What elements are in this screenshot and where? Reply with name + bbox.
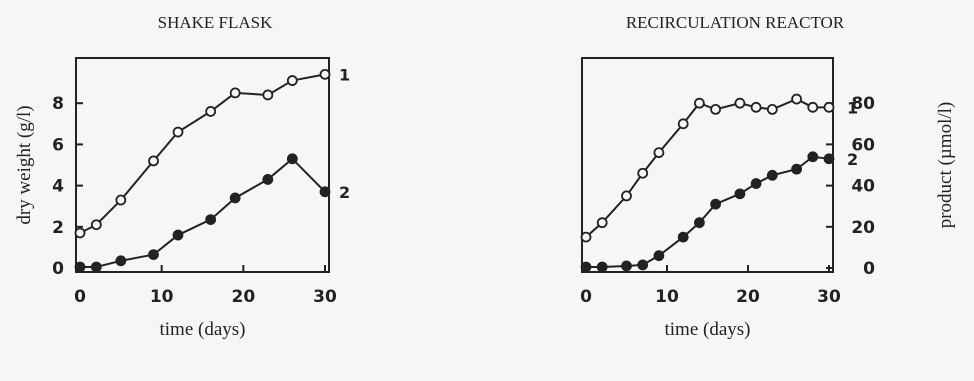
series-1-point (621, 190, 632, 202)
series-1-point (172, 126, 184, 138)
series-1-point (766, 103, 778, 115)
series-2-point (621, 260, 632, 272)
x-tick-label: 0 (580, 287, 592, 307)
series-1-point (148, 155, 159, 167)
series-2-point (694, 217, 705, 229)
x-axis-label: time (days) (159, 319, 245, 340)
x-tick-label: 20 (736, 287, 760, 307)
x-tick-label: 10 (655, 287, 679, 307)
series-2-point (115, 255, 127, 267)
series-1-point (90, 219, 102, 231)
series-2-point (262, 174, 274, 185)
series-1-point (319, 68, 331, 80)
series-2-point (148, 249, 159, 261)
y-tick-label: 4 (52, 177, 64, 197)
series-2-point (74, 261, 86, 273)
series-1-point (115, 194, 127, 206)
y-axis-label: product (µmol/l) (935, 102, 956, 229)
series-1-point (653, 147, 665, 159)
y-tick-label: 20 (851, 218, 875, 238)
y-tick-label: 60 (851, 135, 875, 155)
series-2-point (90, 261, 102, 273)
series-label: 1 (847, 98, 858, 117)
series-1-point (807, 101, 819, 113)
y-axis-label: dry weight (g/l) (14, 105, 35, 224)
x-tick-label: 20 (231, 287, 255, 307)
series-2-point (637, 259, 649, 271)
series-1-point (710, 103, 721, 115)
y-tick-label: 80 (851, 94, 875, 114)
series-2-point (319, 186, 331, 198)
chart-title: SHAKE FLASK (158, 13, 273, 32)
y-tick-label: 40 (851, 177, 875, 197)
series-2-point (229, 192, 241, 204)
series-2-point (791, 163, 802, 175)
y-tick-label: 0 (52, 259, 64, 279)
series-1-point (580, 231, 592, 243)
series-1-point (205, 106, 217, 117)
y-tick-label: 6 (52, 135, 64, 155)
plot-frame (581, 57, 834, 273)
series-1-point (694, 97, 705, 109)
y-tick-label: 0 (863, 259, 875, 279)
series-1-point (750, 101, 762, 113)
series-2-line (80, 157, 326, 268)
series-2-point (734, 188, 746, 200)
chart-panel-1: SHAKE FLASK 0 10 20 30 time (days) 0 2 4 6 8 dry we… (14, 13, 350, 340)
y-tick-label: 8 (52, 94, 64, 114)
x-axis-label: time (days) (664, 319, 750, 340)
x-tick-label: 10 (150, 287, 174, 307)
series-2-point (172, 229, 184, 241)
series-label: 1 (339, 65, 350, 84)
series-2-point (205, 214, 217, 225)
series-2-point (807, 151, 819, 163)
chart-panel-2: RECIRCULATION REACTOR 0 10 20 30 time (days) 0… (580, 13, 956, 340)
series-1-point (791, 93, 802, 105)
series-1-point (823, 101, 835, 113)
y-tick-label: 2 (52, 218, 64, 238)
series-2-point (596, 261, 608, 273)
series-2-line (586, 155, 830, 268)
x-tick-label: 30 (313, 287, 337, 307)
series-1-point (637, 167, 649, 179)
series-1-point (677, 118, 689, 130)
series-2-point (286, 153, 298, 165)
x-tick-label: 0 (74, 287, 86, 307)
series-label: 2 (847, 150, 858, 169)
series-2-point (710, 198, 721, 210)
series-1-point (286, 75, 298, 86)
series-2-point (766, 169, 778, 181)
series-1-point (734, 97, 746, 109)
series-1-point (74, 227, 86, 239)
series-1-line (79, 73, 326, 234)
series-2-point (677, 231, 689, 243)
chart-title: RECIRCULATION REACTOR (626, 13, 845, 32)
series-1-point (596, 217, 608, 229)
series-2-point (823, 153, 835, 165)
series-2-point (580, 261, 592, 273)
x-tick-label: 30 (817, 287, 841, 307)
series-1-point (229, 87, 241, 99)
plot-frame (75, 57, 330, 273)
series-2-point (653, 250, 665, 262)
series-label: 2 (339, 183, 350, 202)
series-1-point (262, 89, 274, 101)
series-2-point (750, 178, 762, 189)
